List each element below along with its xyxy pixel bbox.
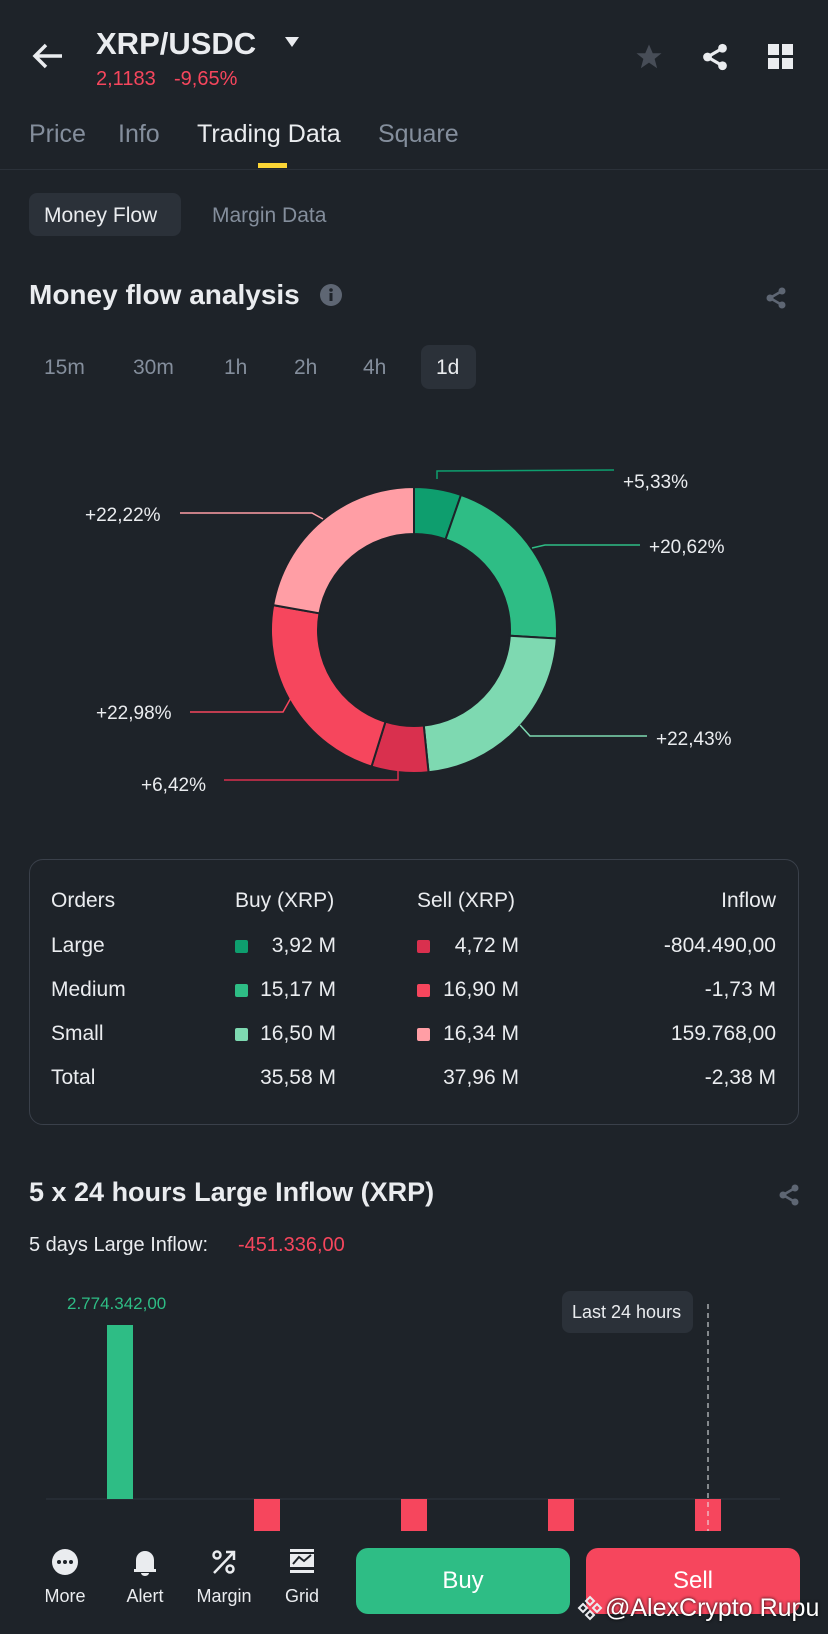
row-inflow: 159.768,00 bbox=[670, 1022, 776, 1045]
leader-line bbox=[224, 762, 399, 781]
share-icon[interactable] bbox=[700, 42, 730, 72]
donut-slice bbox=[422, 634, 558, 774]
leader-line bbox=[180, 512, 324, 520]
row-buy: 35,58 M bbox=[260, 1066, 336, 1089]
five-day-inflow-value: -451.336,00 bbox=[238, 1234, 345, 1256]
active-tab-indicator bbox=[258, 163, 287, 168]
tab-price[interactable]: Price bbox=[29, 120, 86, 148]
donut-slice bbox=[272, 485, 415, 615]
share-icon[interactable] bbox=[777, 1183, 801, 1207]
leader-line bbox=[531, 544, 640, 549]
row-order: Total bbox=[51, 1066, 96, 1089]
legend-swatch bbox=[417, 984, 430, 997]
slice-label: +22,22% bbox=[85, 505, 161, 526]
nav-alert-label: Alert bbox=[126, 1586, 164, 1606]
divider bbox=[0, 169, 828, 170]
row-order: Medium bbox=[51, 978, 126, 1001]
nav-more-label: More bbox=[44, 1586, 86, 1606]
bar-data-label: 2.774.342,00 bbox=[67, 1294, 167, 1313]
share-icon[interactable] bbox=[764, 286, 788, 310]
legend-swatch bbox=[235, 1028, 248, 1041]
row-buy: 15,17 M bbox=[260, 978, 336, 1001]
slice-label: +20,62% bbox=[649, 537, 725, 558]
nav-alert[interactable]: Alert bbox=[110, 1548, 180, 1607]
header-buy: Buy (XRP) bbox=[235, 889, 335, 912]
interval-30m[interactable]: 30m bbox=[133, 356, 174, 379]
header-orders: Orders bbox=[51, 889, 116, 912]
money-flow-donut-chart: +5,33% +20,62% +22,43% +6,42% +22,98% +22,22% bbox=[85, 469, 732, 796]
interval-4h[interactable]: 4h bbox=[363, 356, 387, 379]
row-inflow: -2,38 M bbox=[704, 1066, 776, 1089]
nav-margin[interactable]: Margin bbox=[189, 1548, 259, 1607]
star-icon[interactable] bbox=[634, 42, 664, 72]
last-24h-tooltip bbox=[562, 1291, 693, 1333]
interval-chip-active[interactable] bbox=[421, 345, 476, 389]
leader-line bbox=[190, 695, 293, 713]
more-icon bbox=[52, 1549, 78, 1575]
interval-2h[interactable]: 2h bbox=[294, 356, 318, 379]
row-sell: 37,96 M bbox=[443, 1066, 519, 1089]
row-sell: 16,34 M bbox=[443, 1022, 519, 1045]
sell-button[interactable]: Sell bbox=[586, 1548, 800, 1614]
row-buy: 16,50 M bbox=[260, 1022, 336, 1045]
interval-1d[interactable]: 1d bbox=[436, 356, 460, 379]
interval-1h[interactable]: 1h bbox=[224, 356, 248, 379]
large-inflow-title: 5 x 24 hours Large Inflow (XRP) bbox=[29, 1177, 435, 1207]
orders-table bbox=[29, 859, 799, 1125]
row-order: Small bbox=[51, 1022, 104, 1045]
price-change: -9,65% bbox=[174, 68, 238, 90]
slice-label: +5,33% bbox=[623, 472, 688, 493]
subtab-money-flow-label[interactable]: Money Flow bbox=[44, 204, 158, 227]
subtab-money-flow[interactable] bbox=[29, 193, 181, 236]
row-sell: 4,72 M bbox=[454, 934, 519, 957]
row-order: Large bbox=[51, 934, 105, 957]
row-buy: 3,92 M bbox=[271, 934, 336, 957]
price: 2,1183 bbox=[96, 68, 156, 90]
row-inflow: -1,73 M bbox=[704, 978, 776, 1001]
slice-label: +22,43% bbox=[656, 729, 732, 750]
legend-swatch bbox=[417, 1028, 430, 1041]
back-arrow-icon[interactable] bbox=[32, 42, 64, 70]
last-24h-tooltip-text: Last 24 hours bbox=[572, 1302, 682, 1322]
watermark: @AlexCrypto Rupu bbox=[605, 1594, 820, 1622]
nav-grid[interactable]: Grid bbox=[267, 1548, 337, 1607]
interval-15m[interactable]: 15m bbox=[44, 356, 85, 379]
tab-trading-data[interactable]: Trading Data bbox=[197, 120, 341, 148]
section-title: Money flow analysis bbox=[29, 279, 300, 310]
legend-swatch bbox=[235, 984, 248, 997]
slice-label: +22,98% bbox=[96, 703, 172, 724]
header-sell: Sell (XRP) bbox=[417, 889, 516, 912]
tab-info[interactable]: Info bbox=[118, 120, 160, 148]
nav-margin-label: Margin bbox=[196, 1586, 252, 1606]
grid-menu-icon[interactable] bbox=[767, 43, 795, 71]
grid-trading-icon bbox=[290, 1549, 314, 1573]
legend-swatch bbox=[417, 940, 430, 953]
nav-more[interactable]: More bbox=[30, 1548, 100, 1607]
nav-grid-label: Grid bbox=[284, 1586, 319, 1606]
subtab-margin-data[interactable]: Margin Data bbox=[212, 204, 327, 227]
legend-swatch bbox=[235, 940, 248, 953]
pair-title[interactable]: XRP/USDC bbox=[96, 26, 257, 61]
five-day-inflow-label: 5 days Large Inflow: bbox=[29, 1234, 208, 1256]
slice-label: +6,42% bbox=[141, 775, 206, 796]
donut-slice bbox=[270, 603, 387, 768]
inflow-bar[interactable] bbox=[107, 1325, 133, 1499]
donut-slice bbox=[444, 493, 558, 640]
row-inflow: -804.490,00 bbox=[663, 934, 776, 957]
margin-icon bbox=[212, 1550, 236, 1574]
binance-logo-icon bbox=[577, 1595, 603, 1621]
tab-square[interactable]: Square bbox=[378, 120, 459, 148]
leader-line bbox=[436, 469, 615, 479]
buy-button[interactable]: Buy bbox=[356, 1548, 570, 1614]
caret-down-icon[interactable] bbox=[284, 36, 300, 48]
info-icon[interactable] bbox=[320, 284, 342, 306]
header-inflow: Inflow bbox=[721, 889, 776, 912]
row-sell: 16,90 M bbox=[443, 978, 519, 1001]
bell-icon bbox=[134, 1551, 156, 1576]
leader-line bbox=[519, 724, 647, 737]
